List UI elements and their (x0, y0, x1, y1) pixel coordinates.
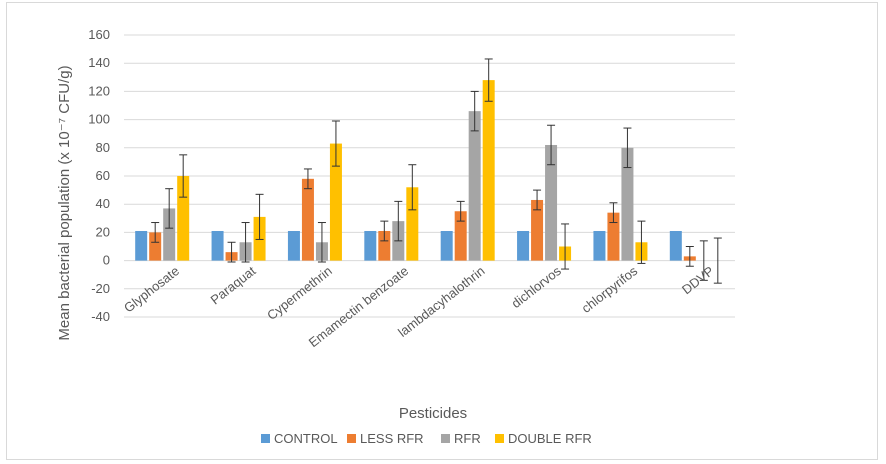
y-tick-label: 40 (96, 196, 110, 211)
bar-control (593, 230, 606, 261)
category-label: DDVP (679, 263, 717, 297)
bar-control (517, 230, 530, 261)
bar-less-rfr (454, 211, 467, 261)
x-axis-title: Pesticides (399, 405, 467, 422)
bar-control (287, 230, 300, 261)
bar-double-rfr (406, 187, 419, 261)
chart-frame: -40 -20 0 20 40 60 80 100 120 140 160 Glyphosate Pa… (6, 2, 878, 460)
bars (135, 80, 696, 261)
bar-rfr (163, 208, 176, 261)
y-tick-label: 160 (88, 27, 110, 42)
bar-rfr (545, 144, 558, 261)
category-label: Paraquat (208, 263, 259, 308)
y-tick-labels: -40 -20 0 20 40 60 80 100 120 140 160 (88, 27, 110, 324)
y-tick-label: 140 (88, 55, 110, 70)
y-tick-label: 0 (103, 253, 110, 268)
category-label: chlorpyrifos (579, 263, 641, 316)
bar-control (135, 230, 148, 261)
bar-control (669, 230, 682, 261)
bar-rfr (468, 111, 481, 261)
bar-control (211, 230, 224, 261)
legend-label: DOUBLE RFR (508, 431, 592, 446)
legend-label: RFR (454, 431, 481, 446)
bar-less-rfr (378, 230, 391, 261)
bar-double-rfr (329, 143, 342, 261)
bar-less-rfr (301, 178, 314, 261)
legend-label: CONTROL (274, 431, 338, 446)
y-tick-label: 80 (96, 140, 110, 155)
category-label: dichlorvos (509, 263, 565, 311)
bar-control (364, 230, 377, 261)
bar-chart: -40 -20 0 20 40 60 80 100 120 140 160 Glyphosate Pa… (56, 27, 735, 446)
bar-less-rfr (607, 212, 620, 261)
bar-double-rfr (482, 80, 495, 261)
gridlines (124, 34, 735, 318)
bar-control (440, 230, 453, 261)
y-tick-label: 120 (88, 83, 110, 98)
y-axis-title: Mean bacterial population (x 10⁻⁷ CFU/g) (56, 65, 73, 340)
legend-swatch (495, 434, 504, 443)
y-tick-label: 60 (96, 168, 110, 183)
bar-rfr (621, 147, 634, 261)
legend-label: LESS RFR (360, 431, 424, 446)
y-tick-label: -40 (91, 309, 110, 324)
bar-less-rfr (531, 199, 544, 261)
legend: CONTROL LESS RFR RFR DOUBLE RFR (261, 431, 592, 446)
y-tick-label: -20 (91, 281, 110, 296)
error-bars (151, 58, 722, 284)
y-tick-label: 20 (96, 224, 110, 239)
legend-swatch (441, 434, 450, 443)
legend-swatch (261, 434, 270, 443)
bar-less-rfr (149, 232, 162, 261)
category-labels: Glyphosate Paraquat CypermethrinEmamectin … (121, 263, 717, 350)
y-tick-label: 100 (88, 112, 110, 127)
category-label: Cypermethrin (264, 263, 335, 323)
legend-swatch (347, 434, 356, 443)
